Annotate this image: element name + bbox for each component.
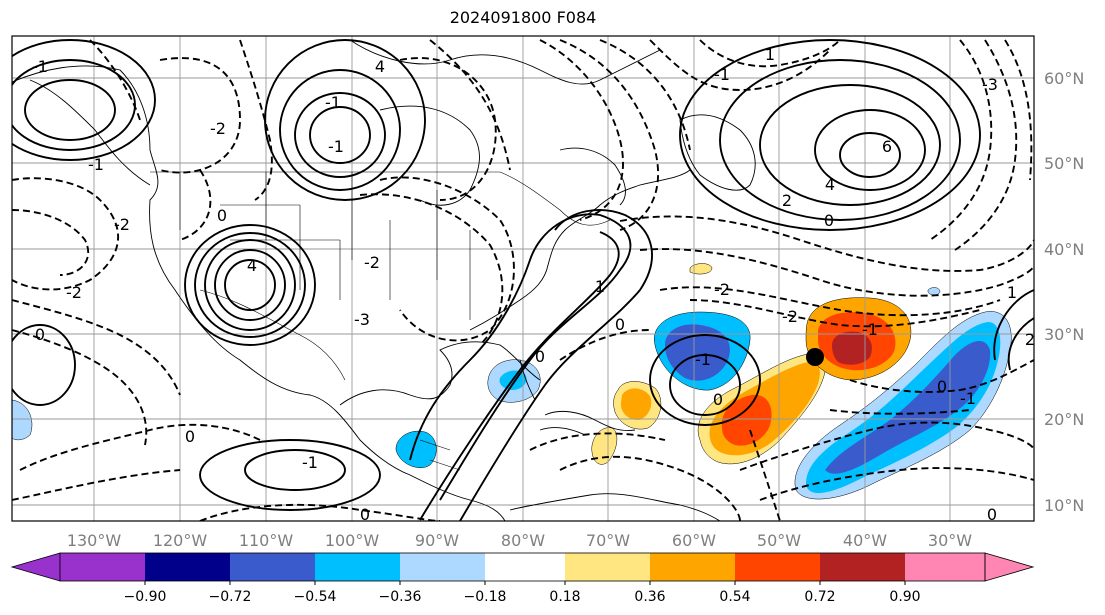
contour-label: 1	[1007, 283, 1017, 302]
contour-label: 0	[937, 377, 947, 396]
negative-anomaly-honduras	[395, 430, 437, 468]
contour-label: 0	[615, 315, 625, 334]
colorbar-tick: 0.90	[889, 589, 920, 605]
positive-anomaly-band-3	[721, 394, 772, 446]
colorbar-cell	[230, 553, 315, 581]
colorbar-cell	[145, 553, 230, 581]
lon-label: 30°W	[928, 531, 972, 550]
contour-label: 6	[882, 137, 892, 156]
contour-label: 0	[824, 211, 834, 230]
contour-label: 0	[535, 347, 545, 366]
colorbar-cell	[485, 553, 565, 581]
positive-anomaly-small	[689, 263, 713, 275]
colorbar-cell	[565, 553, 650, 581]
lat-label: 10°N	[1044, 496, 1084, 515]
contour-label: -2	[114, 215, 130, 234]
colorbar-cell	[735, 553, 820, 581]
colorbar-tick: 0.72	[804, 589, 835, 605]
contour-label: 1	[595, 277, 605, 296]
contour-label: 4	[825, 175, 835, 194]
anomaly-shading	[12, 263, 1012, 500]
colorbar-tick: 0.18	[549, 589, 580, 605]
lon-label: 110°W	[239, 531, 294, 550]
contour-label: 2	[782, 191, 792, 210]
contour-label: 0	[217, 206, 227, 225]
lat-label: 30°N	[1044, 325, 1084, 344]
storm-marker	[806, 348, 824, 366]
lat-label: 50°N	[1044, 154, 1084, 173]
positive-anomaly-caribbean-2	[620, 388, 652, 420]
contour-label: -1	[960, 389, 976, 408]
colorbar-cell	[315, 553, 400, 581]
lat-label: 40°N	[1044, 240, 1084, 259]
contour-label: -2	[782, 307, 798, 326]
colorbar-cell	[650, 553, 735, 581]
contour-label: 4	[247, 256, 257, 275]
lon-label: 70°W	[586, 531, 630, 550]
lat-label: 60°N	[1044, 69, 1084, 88]
colorbar: −0.90 −0.72 −0.54 −0.36 −0.18 0.18 0.36 …	[10, 552, 1035, 605]
contour-label: -1	[714, 65, 730, 84]
colorbar-tick: 0.36	[634, 589, 665, 605]
contour-label: 0	[360, 505, 370, 524]
colorbar-cell	[905, 553, 985, 581]
lon-label: 90°W	[415, 531, 459, 550]
contour-label: -2	[66, 283, 82, 302]
contour-label: -1	[302, 453, 318, 472]
latitude-labels: 60°N 50°N 40°N 30°N 20°N 10°N	[1044, 69, 1084, 515]
contour-label: 2	[1025, 330, 1035, 349]
map-frame	[11, 35, 1035, 522]
coastlines	[12, 39, 756, 521]
lon-label: 60°W	[672, 531, 716, 550]
contour-label: 0	[987, 505, 997, 524]
contour-label: 4	[375, 57, 385, 76]
colorbar-tick: −0.90	[124, 589, 167, 605]
contour-label: -2	[714, 280, 730, 299]
contour-label: -3	[354, 310, 370, 329]
contour-label: 1	[765, 45, 775, 64]
contour-label: -1	[695, 350, 711, 369]
positive-anomaly-core-3	[832, 331, 872, 365]
map-panel: 4 0 -2 -2 0 -1 0 -2 0 0 1 -1 0 -2 -2 -1 …	[12, 36, 1035, 524]
contour-labels: 4 0 -2 -2 0 -1 0 -2 0 0 1 -1 0 -2 -2 -1 …	[32, 45, 1035, 524]
colorbar-cell	[820, 553, 905, 581]
lon-label: 40°W	[843, 531, 887, 550]
contour-label: -1	[88, 155, 104, 174]
contour-label: 0	[35, 325, 45, 344]
colorbar-tick: −0.72	[209, 589, 252, 605]
map-title: 2024091800 F084	[449, 8, 597, 27]
contour-label: -1	[32, 57, 48, 76]
longitude-labels: 130°W 120°W 110°W 100°W 90°W 80°W 70°W 6…	[67, 531, 972, 550]
negative-anomaly-band-3	[825, 340, 991, 474]
contour-label: -2	[364, 253, 380, 272]
contour-label: -1	[862, 320, 878, 339]
colorbar-tick: −0.54	[294, 589, 337, 605]
contour-label: -2	[210, 119, 226, 138]
contour-label: 0	[713, 390, 723, 409]
negative-anomaly-small	[927, 287, 941, 296]
colorbar-extend-high	[984, 552, 1035, 582]
lon-label: 120°W	[153, 531, 208, 550]
negative-anomaly-west	[12, 399, 33, 441]
contour-label: -3	[982, 75, 998, 94]
lon-label: 50°W	[757, 531, 801, 550]
contours	[12, 39, 1034, 521]
colorbar-tick: −0.18	[464, 589, 507, 605]
contour-label: -1	[328, 137, 344, 156]
lon-label: 130°W	[67, 531, 122, 550]
lat-label: 20°N	[1044, 410, 1084, 429]
colorbar-tick: 0.54	[719, 589, 750, 605]
lon-label: 100°W	[325, 531, 380, 550]
colorbar-cell	[400, 553, 485, 581]
colorbar-extend-low	[10, 552, 61, 582]
contour-label: 0	[185, 427, 195, 446]
colorbar-cell	[60, 553, 145, 581]
contour-label: -1	[325, 93, 341, 112]
colorbar-tick: −0.36	[379, 589, 422, 605]
lon-label: 80°W	[501, 531, 545, 550]
